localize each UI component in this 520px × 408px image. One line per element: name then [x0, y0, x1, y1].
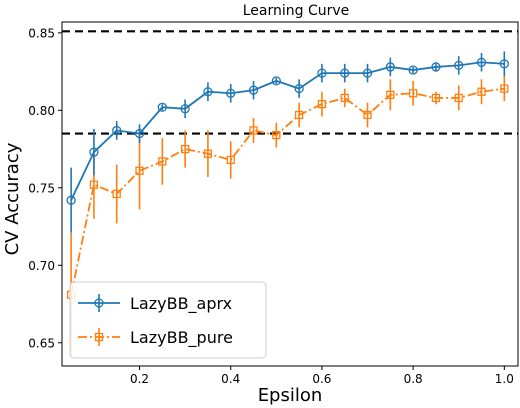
x-tick-label: 0.4: [221, 372, 240, 386]
data-point: [226, 155, 235, 165]
data-point: [454, 60, 464, 71]
data-point: [203, 149, 213, 158]
data-point: [112, 189, 121, 199]
series-LazyBB_aprx: [66, 51, 509, 233]
data-point: [89, 147, 99, 157]
legend-marker: [94, 332, 104, 342]
data-point: [226, 88, 236, 98]
legend-marker: [94, 298, 104, 308]
x-axis: 0.2 0.4 0.6 0.8 1.0: [130, 366, 514, 386]
y-tick-label: 0.65: [28, 336, 55, 350]
data-point: [454, 93, 463, 103]
data-point: [317, 99, 327, 109]
data-point: [340, 93, 349, 103]
data-point: [477, 87, 486, 96]
data-point: [89, 180, 99, 189]
data-point: [499, 59, 509, 69]
x-axis-title: Epsilon: [258, 385, 323, 406]
data-point: [476, 57, 487, 67]
data-point: [157, 102, 167, 112]
y-axis: 0.65 0.70 0.75 0.80 0.85: [28, 26, 62, 350]
y-tick-label: 0.75: [28, 181, 55, 195]
data-point: [272, 130, 281, 140]
data-point: [249, 126, 258, 135]
x-tick-label: 1.0: [495, 372, 514, 386]
plot-frame: [61, 21, 519, 367]
data-point: [248, 85, 259, 95]
legend-label: LazyBB_pure: [130, 328, 233, 348]
data-point: [386, 90, 395, 99]
x-tick-label: 0.2: [130, 372, 149, 386]
legend-label: LazyBB_aprx: [130, 294, 232, 314]
data-point: [362, 68, 373, 78]
data-point: [134, 128, 145, 139]
chart-title: Learning Curve: [243, 3, 350, 19]
data-point: [385, 62, 395, 72]
data-point: [66, 195, 76, 205]
data-point: [363, 110, 372, 120]
x-tick-label: 0.6: [312, 372, 331, 386]
y-axis-title: CV Accuracy: [2, 142, 23, 255]
data-point: [112, 125, 122, 136]
y-tick-label: 0.80: [28, 104, 55, 118]
data-point: [203, 87, 213, 97]
data-point: [431, 62, 441, 72]
data-point: [317, 68, 327, 78]
x-tick-label: 0.8: [404, 372, 423, 386]
data-point: [180, 144, 190, 154]
legend-entry: LazyBB_aprx: [78, 294, 232, 314]
data-point: [294, 110, 304, 120]
data-point: [158, 157, 167, 166]
data-point: [500, 84, 509, 93]
data-point: [135, 166, 144, 175]
data-point: [408, 89, 418, 98]
y-tick-label: 0.85: [28, 26, 55, 40]
data-point: [271, 76, 281, 86]
data-point: [408, 65, 418, 75]
data-point: [431, 93, 441, 103]
legend-entry: LazyBB_pure: [78, 328, 233, 348]
legend: LazyBB_aprx LazyBB_pure: [69, 281, 267, 359]
legend-box: [69, 281, 267, 359]
y-tick-label: 0.70: [28, 259, 55, 273]
data-point: [180, 104, 190, 114]
data-point: [340, 68, 350, 78]
series-line: [70, 87, 505, 295]
data-point: [294, 83, 304, 94]
